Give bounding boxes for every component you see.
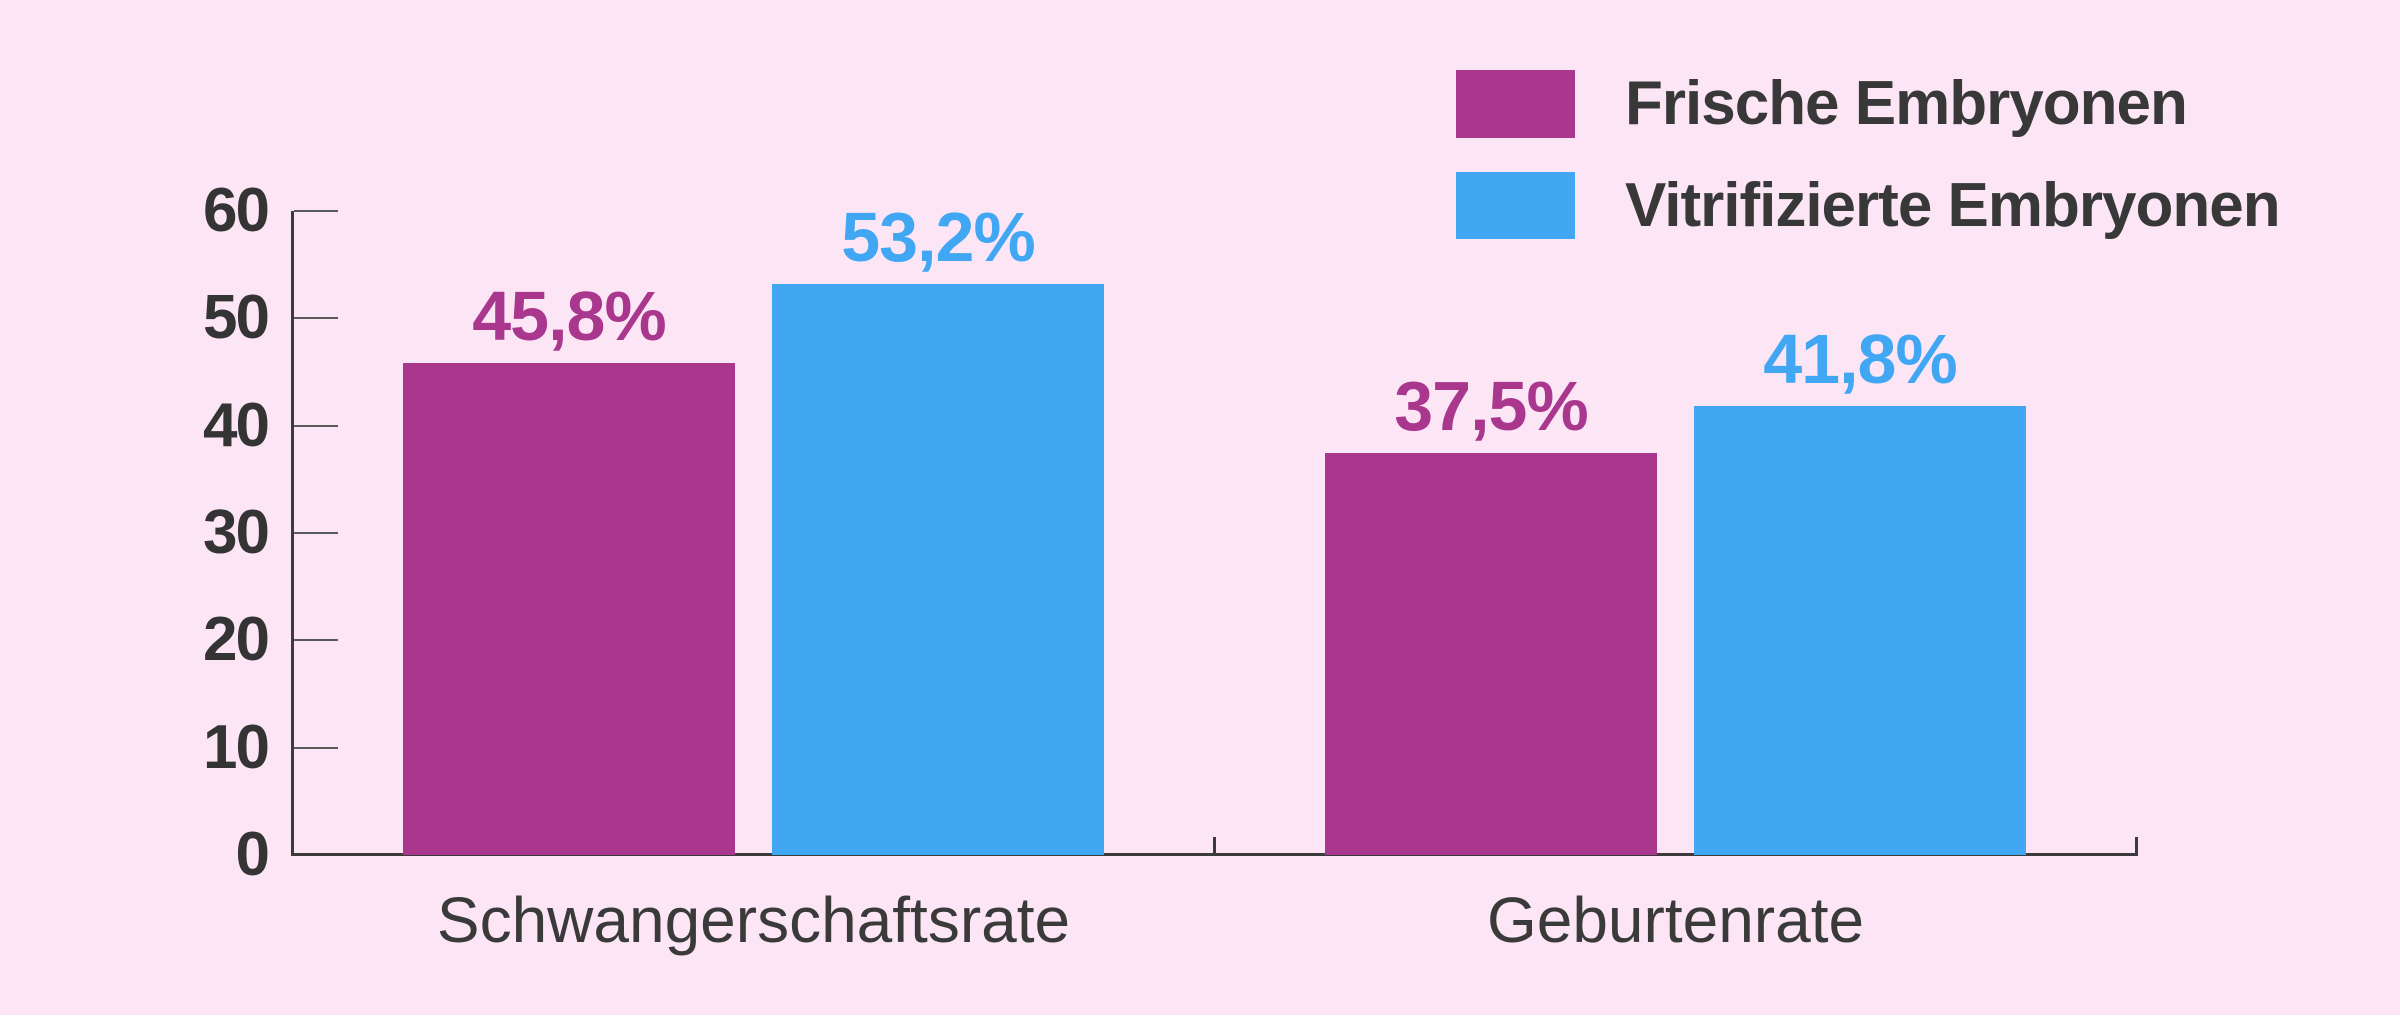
y-tick bbox=[294, 532, 338, 534]
category-label-group1: Schwangerschaftsrate bbox=[436, 884, 1071, 956]
y-tick-label: 0 bbox=[235, 820, 270, 889]
axis-end-tick bbox=[2135, 837, 2138, 854]
y-tick bbox=[294, 746, 338, 749]
y-tick-label: 10 bbox=[203, 712, 270, 782]
y-tick bbox=[294, 210, 338, 212]
bar-value-label: 41,8% bbox=[1763, 320, 1957, 399]
y-tick bbox=[294, 639, 338, 642]
bar-series2-group2 bbox=[1694, 406, 2026, 855]
x-axis-line bbox=[291, 853, 2138, 856]
bar-value-label: 37,5% bbox=[1394, 366, 1588, 445]
bottom-strip bbox=[0, 1015, 2400, 1020]
bar-value-label: 45,8% bbox=[472, 277, 666, 356]
y-axis-line bbox=[291, 211, 294, 856]
y-tick bbox=[294, 424, 338, 427]
legend-label-frische: Frische Embryonen bbox=[1625, 69, 2188, 138]
legend-swatch-frische bbox=[1456, 70, 1575, 138]
legend-swatch-vitrifizierte bbox=[1456, 172, 1575, 239]
category-divider-tick bbox=[1212, 837, 1216, 854]
bar-series2-group1 bbox=[772, 283, 1104, 855]
y-tick-label: 20 bbox=[203, 605, 270, 675]
y-tick-label: 40 bbox=[203, 390, 270, 460]
bar-value-label: 53,2% bbox=[841, 197, 1035, 276]
bar-series1-group2 bbox=[1325, 452, 1657, 855]
category-label-group2: Geburtenrate bbox=[1486, 884, 1865, 956]
y-tick-label: 60 bbox=[203, 176, 270, 245]
y-tick-label: 30 bbox=[203, 498, 270, 567]
legend: Frische Embryonen Vitrifizierte Embryone… bbox=[0, 0, 2400, 260]
legend-label-vitrifizierte: Vitrifizierte Embryonen bbox=[1625, 171, 2281, 240]
y-tick bbox=[294, 317, 338, 320]
y-tick-label: 50 bbox=[203, 283, 270, 353]
bar-series1-group1 bbox=[403, 363, 735, 855]
